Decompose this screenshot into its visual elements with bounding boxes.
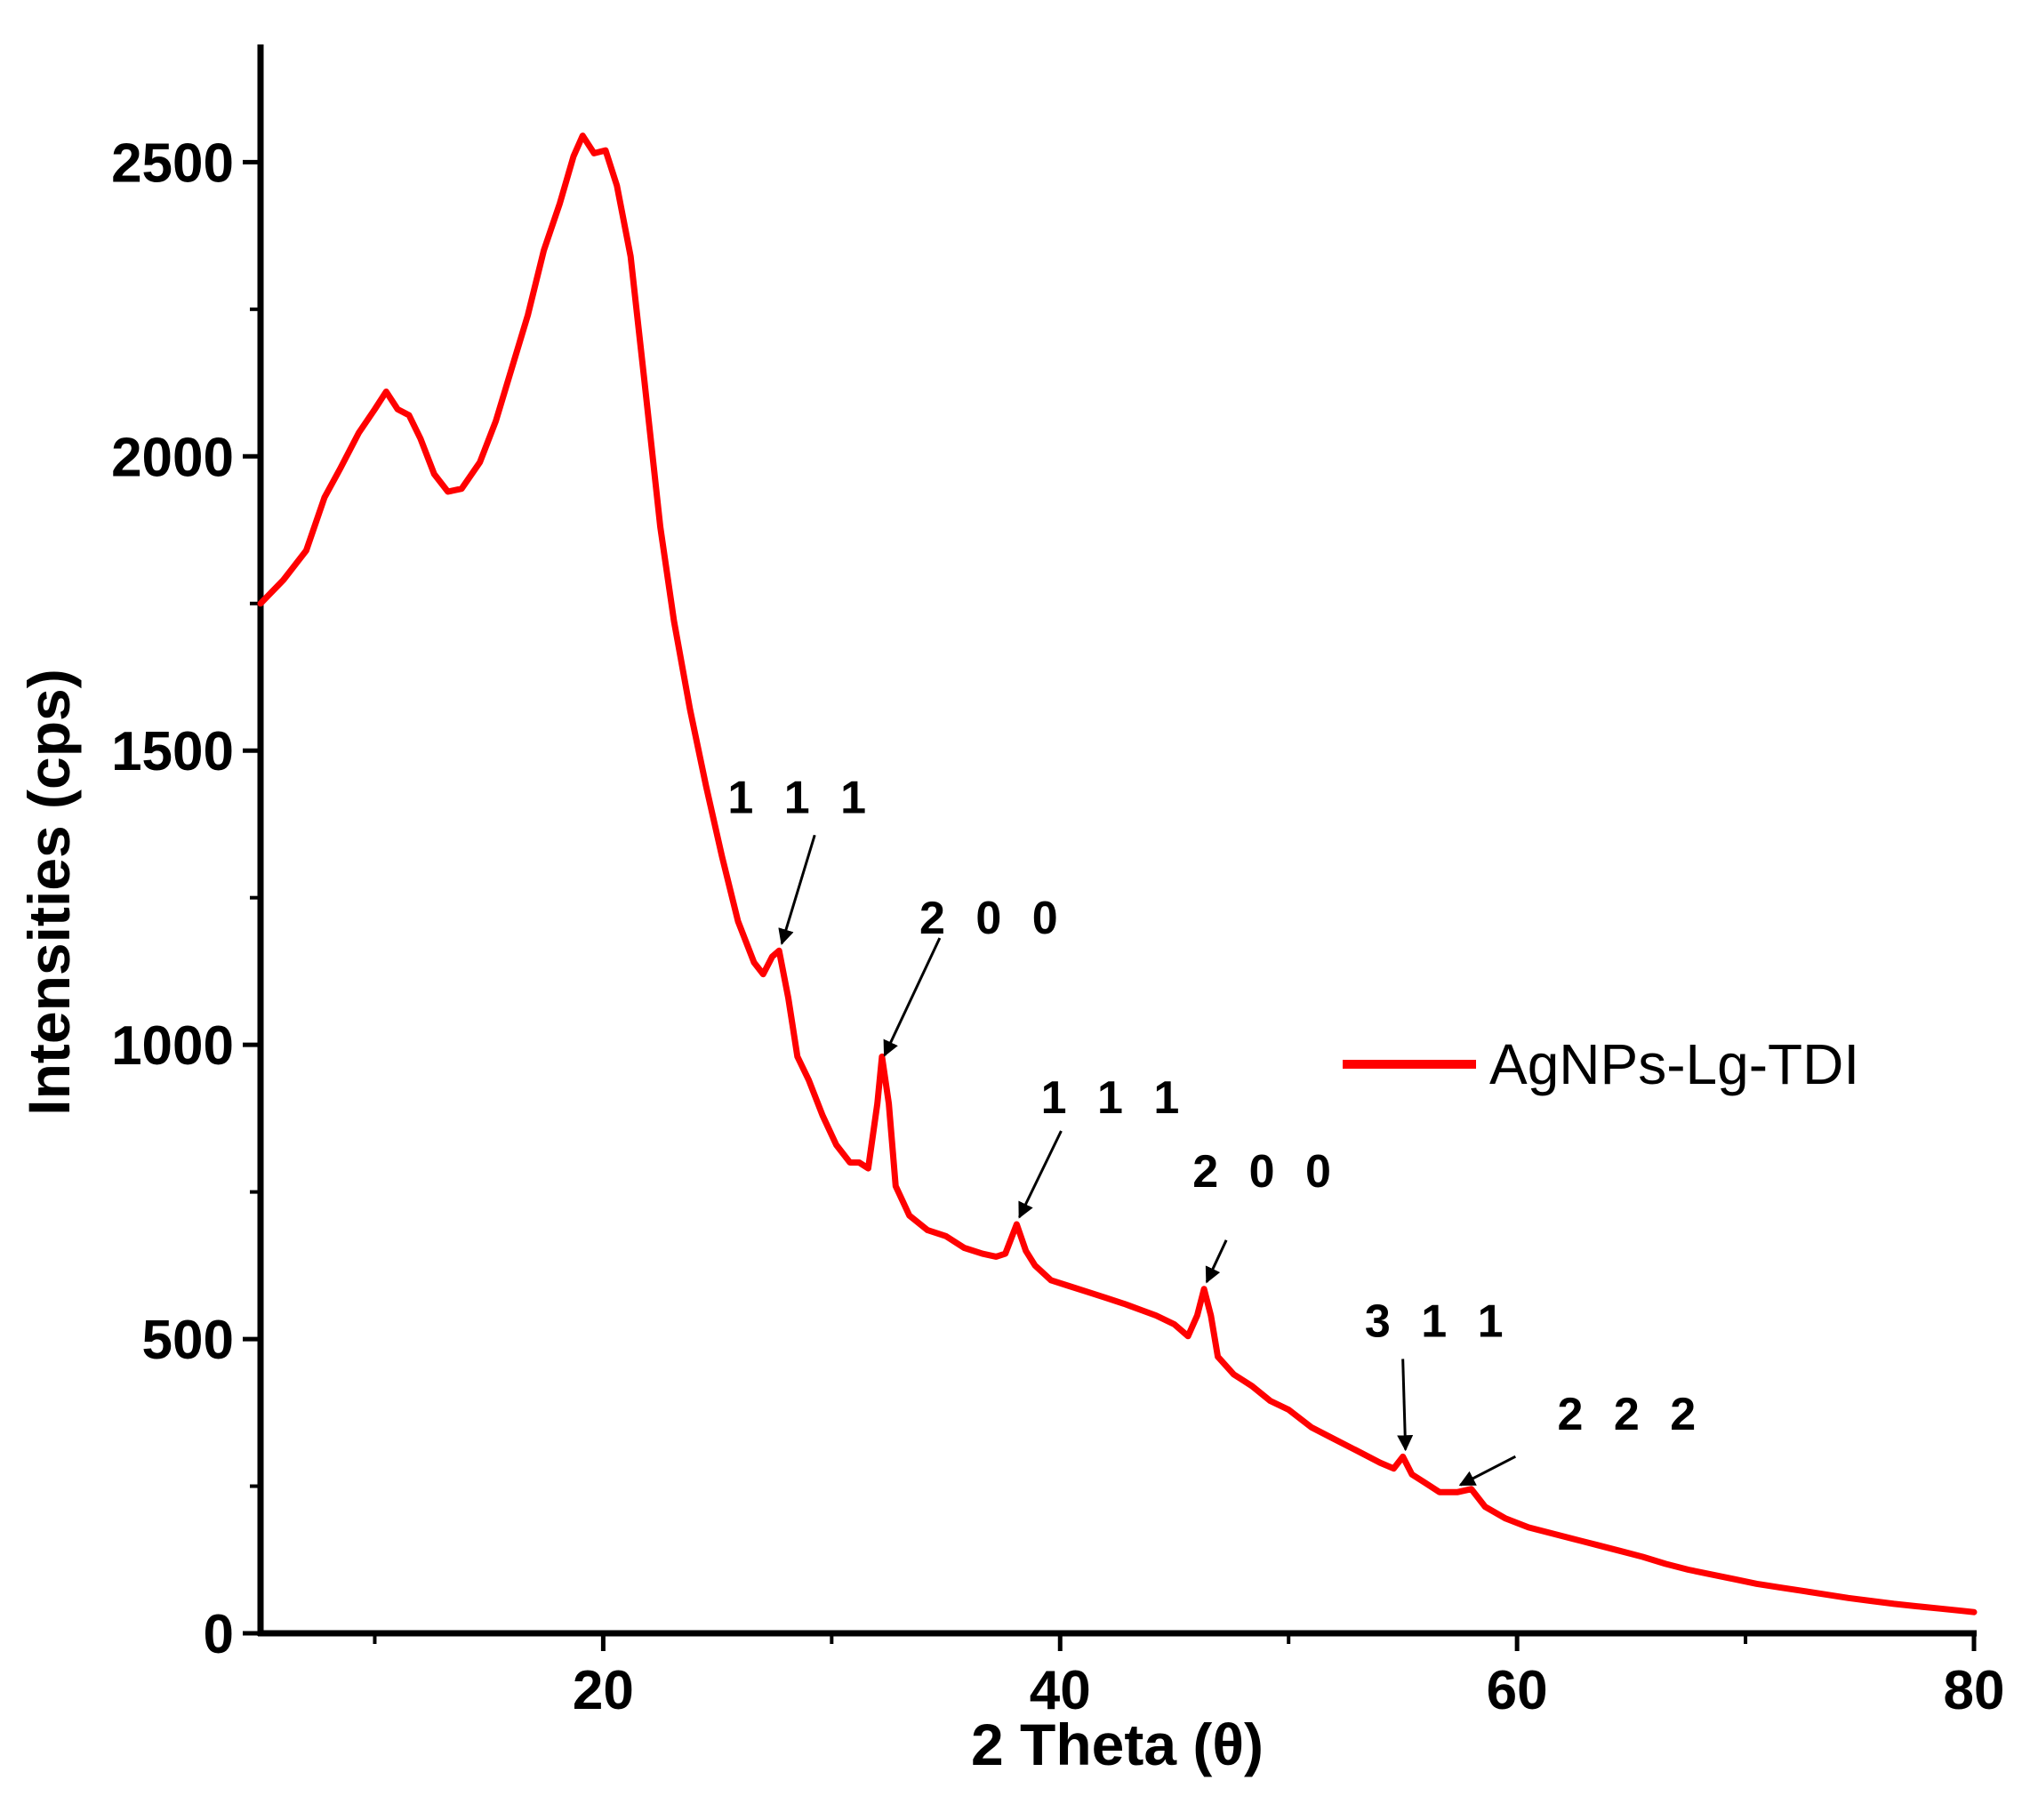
y-tick-label: 0 (204, 1604, 234, 1665)
peak-arrow (778, 834, 816, 945)
axes (257, 44, 1977, 1637)
legend-label: AgNPs-Lg-TDI (1489, 1032, 1859, 1096)
x-tick-label: 20 (573, 1660, 634, 1721)
y-tick-label: 1000 (111, 1015, 234, 1077)
y-tick-label: 1500 (111, 721, 234, 782)
y-tick-label: 2500 (111, 132, 234, 194)
legend: AgNPs-Lg-TDI (1343, 1032, 1859, 1096)
x-axis-title: 2 Theta (θ) (971, 1712, 1264, 1777)
peak-label: 2 2 2 (1558, 1389, 1705, 1440)
x-tick-label: 40 (1030, 1660, 1091, 1721)
y-axis-title: Intensities (cps) (16, 669, 82, 1115)
x-tick-label: 80 (1944, 1660, 2005, 1721)
peak-arrow (1458, 1455, 1517, 1487)
peak-arrow (1397, 1359, 1414, 1452)
peak-arrow (1205, 1239, 1228, 1284)
peak-label: 2 0 0 (1192, 1146, 1340, 1198)
annotations: 1 1 12 0 01 1 12 0 03 1 12 2 2 (727, 772, 1705, 1487)
peak-arrow (883, 937, 942, 1057)
y-tick-label: 2000 (111, 427, 234, 488)
series (257, 132, 1978, 1616)
peak-label: 1 1 1 (1041, 1072, 1189, 1124)
series-line (257, 132, 1978, 1616)
ticks: 0 500 1000 1500 2000 2500 20 40 60 80 (111, 132, 2004, 1721)
peak-label: 3 1 1 (1365, 1295, 1512, 1347)
peak-label: 2 0 0 (919, 893, 1067, 944)
x-tick-label: 60 (1487, 1660, 1548, 1721)
peak-label: 1 1 1 (727, 772, 875, 823)
y-tick-label: 500 (142, 1310, 234, 1371)
peak-arrow (1018, 1130, 1063, 1219)
